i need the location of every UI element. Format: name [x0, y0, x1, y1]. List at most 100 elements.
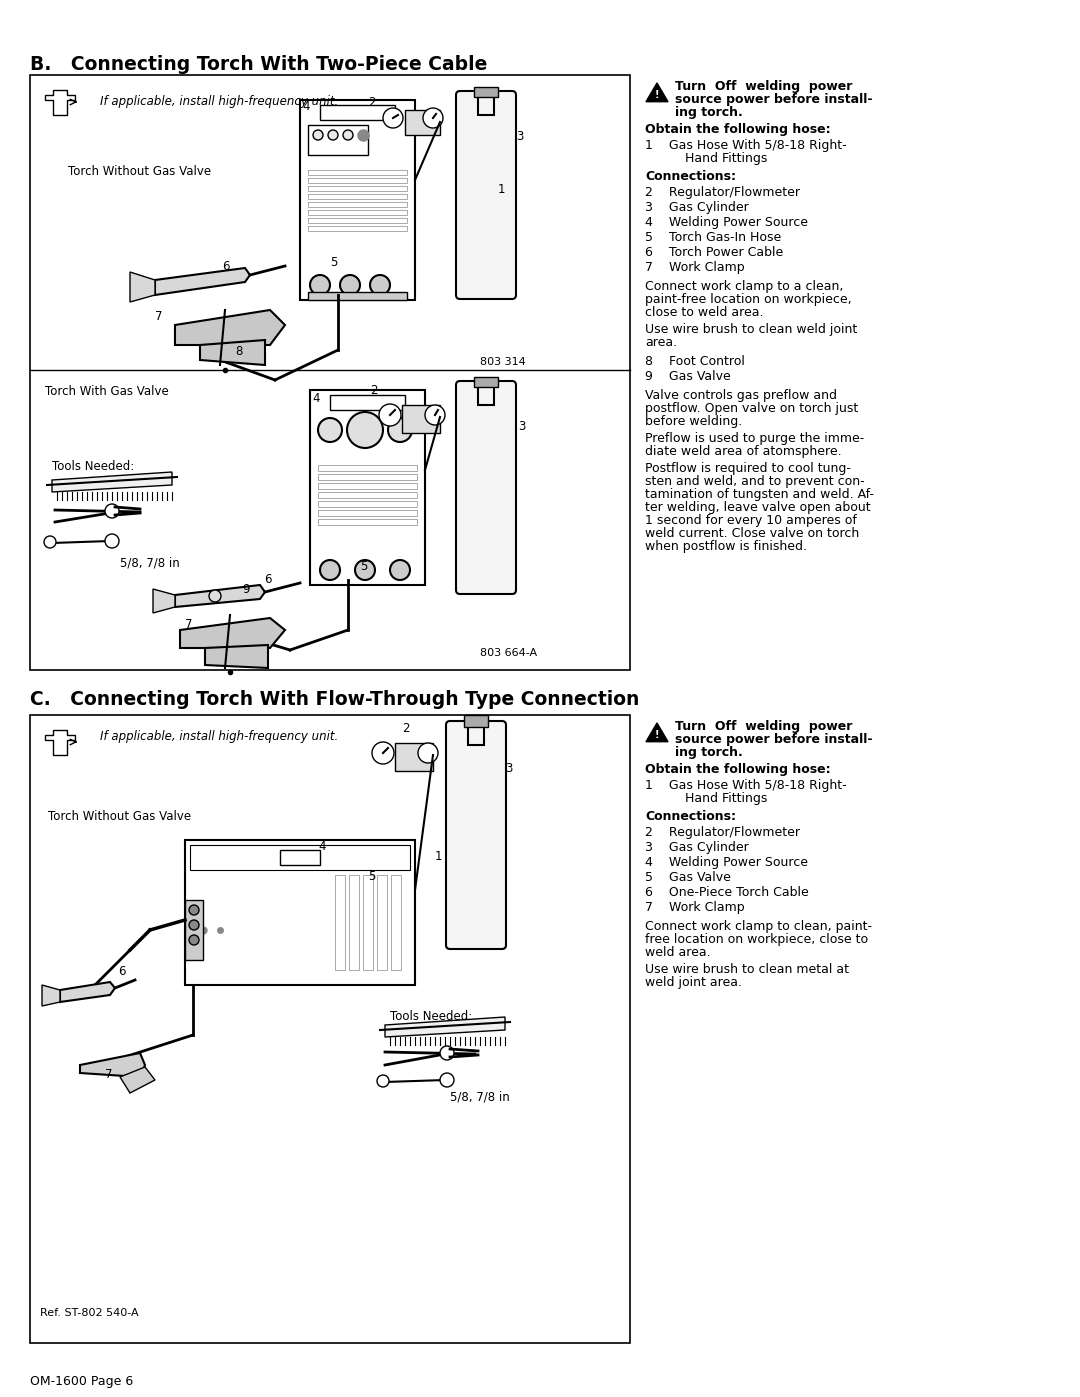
Text: weld area.: weld area.: [645, 946, 711, 958]
Polygon shape: [646, 724, 669, 742]
Text: close to weld area.: close to weld area.: [645, 306, 764, 319]
Text: 5/8, 7/8 in: 5/8, 7/8 in: [450, 1090, 510, 1104]
Polygon shape: [130, 272, 156, 302]
Circle shape: [343, 130, 353, 140]
Text: ter welding, leave valve open about: ter welding, leave valve open about: [645, 502, 870, 514]
Text: 2: 2: [370, 384, 378, 397]
Text: source power before install-: source power before install-: [675, 94, 873, 106]
Text: 803 664-A: 803 664-A: [480, 648, 537, 658]
Polygon shape: [42, 985, 60, 1006]
Text: 1: 1: [498, 183, 505, 196]
Text: 6: 6: [264, 573, 271, 585]
Text: 2    Regulator/Flowmeter: 2 Regulator/Flowmeter: [645, 826, 800, 840]
Bar: [30, 75, 630, 671]
Text: Torch Without Gas Valve: Torch Without Gas Valve: [68, 165, 211, 177]
Bar: [308, 124, 368, 155]
Polygon shape: [205, 645, 268, 668]
Text: 8: 8: [235, 345, 242, 358]
Polygon shape: [384, 1017, 505, 1037]
Text: Tools Needed:: Tools Needed:: [390, 1010, 472, 1023]
Text: Connect work clamp to a clean,: Connect work clamp to a clean,: [645, 279, 843, 293]
Circle shape: [318, 418, 342, 441]
Text: 2: 2: [368, 96, 376, 109]
Text: Connections:: Connections:: [645, 810, 735, 823]
Text: 1    Gas Hose With 5/8-18 Right-: 1 Gas Hose With 5/8-18 Right-: [645, 138, 847, 152]
Text: free location on workpiece, close to: free location on workpiece, close to: [645, 933, 868, 946]
Circle shape: [390, 560, 410, 580]
Bar: [335, 875, 345, 970]
Bar: [349, 875, 359, 970]
Circle shape: [379, 404, 401, 426]
Text: Hand Fittings: Hand Fittings: [645, 152, 768, 165]
Text: Postflow is required to cool tung-: Postflow is required to cool tung-: [645, 462, 851, 475]
Text: 2: 2: [402, 722, 409, 735]
Bar: [318, 492, 417, 497]
Text: 6: 6: [118, 965, 125, 978]
Circle shape: [105, 504, 119, 518]
Polygon shape: [45, 731, 75, 754]
Circle shape: [372, 742, 394, 764]
Text: Connect work clamp to clean, paint-: Connect work clamp to clean, paint-: [645, 921, 872, 933]
Text: 7: 7: [156, 310, 162, 323]
Bar: [318, 520, 417, 525]
Circle shape: [189, 935, 199, 944]
Text: area.: area.: [645, 337, 677, 349]
Circle shape: [105, 534, 119, 548]
Circle shape: [189, 905, 199, 915]
Text: when postflow is finished.: when postflow is finished.: [645, 541, 807, 553]
FancyBboxPatch shape: [456, 91, 516, 299]
Text: 1: 1: [435, 849, 443, 863]
Bar: [474, 377, 498, 387]
Text: C.   Connecting Torch With Flow-Through Type Connection: C. Connecting Torch With Flow-Through Ty…: [30, 690, 639, 710]
Text: 5: 5: [368, 870, 376, 883]
Bar: [464, 715, 488, 726]
Text: 8    Foot Control: 8 Foot Control: [645, 355, 745, 367]
Text: 6    One-Piece Torch Cable: 6 One-Piece Torch Cable: [645, 886, 809, 900]
Text: ing torch.: ing torch.: [675, 746, 743, 759]
Text: 1 second for every 10 amperes of: 1 second for every 10 amperes of: [645, 514, 856, 527]
Circle shape: [383, 108, 403, 129]
FancyBboxPatch shape: [456, 381, 516, 594]
Polygon shape: [80, 1053, 145, 1077]
Text: If applicable, install high-frequency unit.: If applicable, install high-frequency un…: [100, 731, 338, 743]
Circle shape: [44, 536, 56, 548]
Circle shape: [426, 405, 445, 425]
Bar: [478, 95, 494, 115]
Circle shape: [423, 108, 443, 129]
Bar: [363, 875, 373, 970]
Text: weld current. Close valve on torch: weld current. Close valve on torch: [645, 527, 860, 541]
Bar: [318, 502, 417, 507]
Circle shape: [440, 1073, 454, 1087]
Bar: [308, 170, 407, 175]
Text: ing torch.: ing torch.: [675, 106, 743, 119]
Text: !: !: [654, 731, 659, 740]
Polygon shape: [120, 1067, 156, 1092]
Text: 5: 5: [360, 560, 367, 573]
Circle shape: [320, 560, 340, 580]
Text: postflow. Open valve on torch just: postflow. Open valve on torch just: [645, 402, 859, 415]
Text: 7    Work Clamp: 7 Work Clamp: [645, 261, 744, 274]
Bar: [280, 849, 320, 865]
Bar: [308, 292, 407, 300]
Circle shape: [310, 275, 330, 295]
Text: diate weld area of atomsphere.: diate weld area of atomsphere.: [645, 446, 841, 458]
Text: Torch With Gas Valve: Torch With Gas Valve: [45, 386, 168, 398]
Text: 9    Gas Valve: 9 Gas Valve: [645, 370, 731, 383]
Text: Preflow is used to purge the imme-: Preflow is used to purge the imme-: [645, 432, 864, 446]
Text: weld joint area.: weld joint area.: [645, 977, 742, 989]
Circle shape: [210, 590, 221, 602]
Text: Tools Needed:: Tools Needed:: [52, 460, 134, 474]
Text: Hand Fittings: Hand Fittings: [645, 792, 768, 805]
Bar: [474, 87, 498, 96]
Bar: [308, 203, 407, 207]
Text: tamination of tungsten and weld. Af-: tamination of tungsten and weld. Af-: [645, 488, 874, 502]
Text: !: !: [654, 89, 659, 101]
Text: 4    Welding Power Source: 4 Welding Power Source: [645, 856, 808, 869]
Text: 4: 4: [318, 840, 325, 854]
Text: 6: 6: [222, 260, 229, 272]
Polygon shape: [175, 585, 265, 608]
Circle shape: [189, 921, 199, 930]
Text: Obtain the following hose:: Obtain the following hose:: [645, 763, 831, 775]
Bar: [402, 405, 440, 433]
Circle shape: [347, 412, 383, 448]
